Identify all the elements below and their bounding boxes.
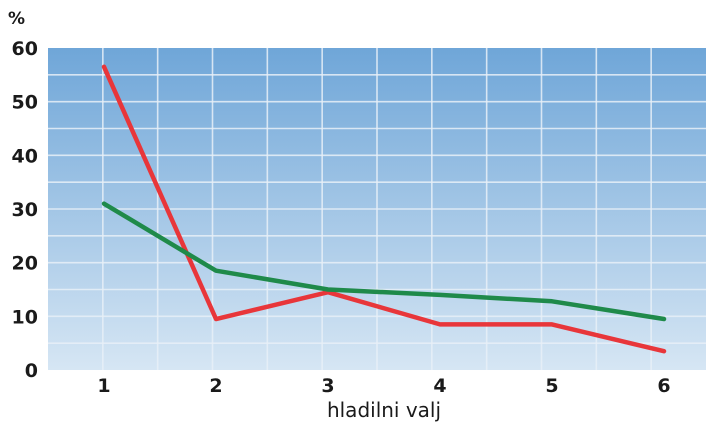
y-tick-label: 60 — [12, 38, 38, 60]
x-axis-ticks: 1 2 3 4 5 6 — [97, 375, 670, 397]
series-lines — [101, 64, 667, 354]
y-tick-label: 40 — [12, 145, 38, 167]
y-tick-label: 0 — [25, 360, 38, 382]
x-tick-label: 5 — [545, 375, 558, 397]
y-axis-ticks: 0 10 20 30 40 50 60 — [12, 38, 38, 382]
x-axis-label: hladilni valj — [327, 398, 441, 422]
x-tick-label: 6 — [657, 375, 670, 397]
y-tick-label: 10 — [12, 306, 38, 328]
x-tick-label: 2 — [209, 375, 222, 397]
y-unit-label: % — [8, 9, 25, 29]
y-tick-label: 50 — [12, 92, 38, 114]
y-tick-label: 20 — [12, 253, 38, 275]
y-tick-label: 30 — [12, 199, 38, 221]
series-line-2 — [101, 201, 667, 322]
series-line-1 — [101, 64, 667, 354]
x-tick-label: 3 — [321, 375, 334, 397]
x-tick-label: 4 — [433, 375, 446, 397]
x-tick-label: 1 — [97, 375, 110, 397]
